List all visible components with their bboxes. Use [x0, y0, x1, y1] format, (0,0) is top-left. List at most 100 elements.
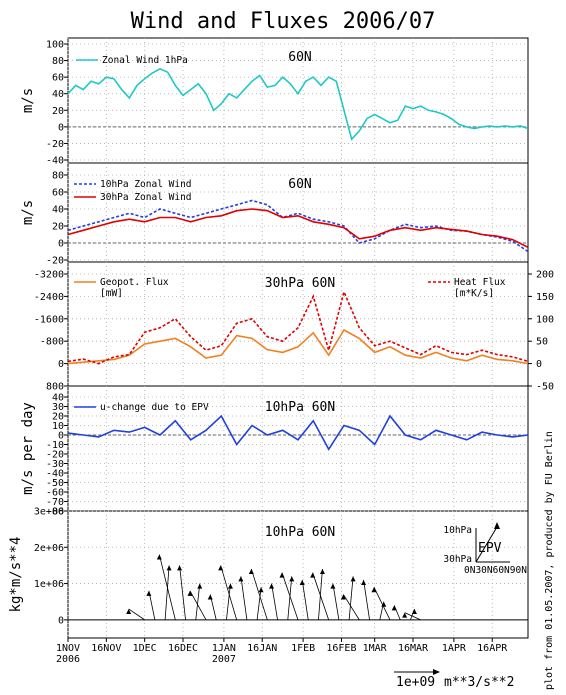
p2-ytick-label: 60: [52, 188, 64, 199]
p5-title: 10hPa 60N: [265, 525, 335, 540]
p5-vector: [189, 590, 207, 621]
x-tick-label: 16MAR: [398, 643, 429, 654]
p2-ytick-label: 0: [58, 239, 64, 250]
p1-ytick-label: 80: [52, 56, 64, 67]
p4-ytick-label: -50: [46, 478, 64, 489]
side-note: plot from 01.05.2007, produced by FU Ber…: [544, 431, 555, 690]
p5-vector-head: [350, 576, 356, 582]
scale-unit: m**3/s**2: [444, 675, 514, 690]
p3-ytick-right-label: 50: [536, 337, 548, 348]
p1-ylabel: m/s: [20, 88, 36, 113]
p5-vector-head: [238, 576, 244, 582]
p2-series-10hpa: [67, 199, 529, 253]
p1-ytick-label: 60: [52, 73, 64, 84]
figure-title: Wind and Fluxes 2006/07: [131, 9, 436, 34]
p5-vector-head: [227, 583, 233, 589]
p5-vector-head: [126, 608, 132, 614]
p5-vector-head: [411, 608, 417, 614]
p5-vector-head: [361, 579, 367, 585]
x-tick-label: 1FEB: [291, 643, 315, 654]
p5-ytick-label: 2e+06: [34, 543, 64, 554]
p5-vector: [312, 572, 330, 620]
p1-ytick-label: 0: [58, 122, 64, 133]
p1-ytick-label: -20: [46, 139, 64, 150]
p4-ytick-label: 30: [52, 402, 64, 413]
p4-title: 10hPa 60N: [265, 400, 335, 415]
p5-vector: [301, 579, 309, 620]
p5-vector-head: [166, 565, 172, 571]
p2-ytick-label: -20: [46, 256, 64, 267]
p5-vector-head: [177, 565, 183, 571]
p5-vector: [348, 576, 354, 620]
x-axis: 1NOV 16NOV 1DEC 16DEC 1JAN 16JAN 1FEB 16FEB 1MAR…: [56, 638, 514, 690]
p4-ytick-label: -30: [46, 459, 64, 470]
p5-vector: [226, 583, 231, 620]
p5-inset-label: EPV: [478, 541, 502, 556]
p3-legend-right-unit: [m*K/s]: [454, 288, 494, 299]
p5-vector-head: [279, 572, 285, 578]
p5-vector-head: [218, 565, 224, 571]
scale-label: 1e+09: [396, 675, 435, 690]
p1-ytick-label: 40: [52, 89, 64, 100]
x-tick-label: 1APR: [442, 643, 467, 654]
p2-series-30hpa: [67, 208, 529, 249]
p5-vector: [250, 568, 268, 620]
p2-legend2-label: 30hPa Zonal Wind: [100, 192, 192, 203]
p5-vector: [164, 565, 170, 620]
p3-ytick-left-label: -800: [40, 337, 64, 348]
p2-title: 60N: [288, 177, 311, 192]
p4-ytick-label: 0: [58, 431, 64, 442]
p4-legend-label: u-change due to EPV: [100, 402, 209, 413]
p3-ytick-left-label: 0: [58, 359, 64, 370]
p5-vector: [373, 587, 391, 621]
p5-inset-arrow: [475, 526, 498, 563]
p3-legend-left-label: Geopot. Flux: [100, 277, 169, 288]
p3-ytick-left-label: -2400: [34, 292, 64, 303]
p5-vector-head: [402, 612, 408, 618]
p5-inset: 10hPa 30hPa EPV 0N30N60N90N: [443, 522, 527, 576]
p3-legend-right-label: Heat Flux: [454, 277, 506, 288]
panel-epv-vectors: 3e+06 2e+06 1e+06 0 10hPa 60N kg*m/s**4 10hPa 3…: [8, 507, 529, 639]
p5-vector-head: [156, 554, 162, 560]
p1-series-zonal-wind-1hpa: [67, 68, 529, 141]
p5-inset-ybottom: 30hPa: [443, 554, 472, 565]
p3-title: 30hPa 60N: [265, 276, 335, 291]
panel-zonal-1hpa: 100 80 60 40 20 0 -20 -40 60N Zonal Wind 1hPa m/s: [20, 37, 529, 167]
x-tick-label: 1NOV: [56, 643, 80, 654]
p3-series-geopot-flux: [67, 328, 529, 365]
p5-vector-head: [371, 587, 377, 593]
p4-ytick-label: -70: [46, 497, 64, 508]
p3-series-heat-flux: [67, 289, 529, 365]
p5-vector: [332, 583, 340, 620]
p4-ytick-label: -80: [46, 507, 64, 518]
p1-ytick-label: 100: [46, 40, 64, 51]
p4-ytick-label: -10: [46, 440, 64, 451]
p2-ytick-label: 20: [52, 222, 64, 233]
p5-vector-head: [187, 590, 193, 596]
p1-ytick-label: 20: [52, 106, 64, 117]
p5-vector: [342, 594, 360, 621]
p5-vector-head: [340, 594, 346, 600]
p5-vector-head: [289, 576, 295, 582]
p3-ytick-right-label: 100: [536, 314, 554, 325]
p5-vector-head: [197, 583, 203, 589]
p4-ytick-label: 10: [52, 421, 64, 432]
p4-series-u-change: [67, 414, 529, 451]
x-tick-label: 16NOV: [91, 643, 121, 654]
p5-vector: [271, 583, 278, 620]
p5-ytick-label: 1e+06: [34, 579, 64, 590]
p2-ytick-label: 80: [52, 171, 64, 182]
p5-ytick-label: 0: [58, 615, 64, 626]
p5-vector: [179, 565, 186, 620]
p4-ytick-label: 40: [52, 393, 64, 404]
scale-vector-head: [433, 669, 440, 675]
p5-inset-xlabel: 0N30N60N90N: [464, 565, 527, 576]
x-tick-label: 16APR: [477, 643, 508, 654]
p5-vector: [281, 572, 299, 620]
panel-epv-vectors-frame: [67, 510, 529, 639]
p4-ytick-label: -40: [46, 469, 64, 480]
p2-legend1-label: 10hPa Zonal Wind: [100, 179, 192, 190]
x-tick-label: 1JAN: [212, 643, 236, 654]
p4-ytick-label: -20: [46, 450, 64, 461]
